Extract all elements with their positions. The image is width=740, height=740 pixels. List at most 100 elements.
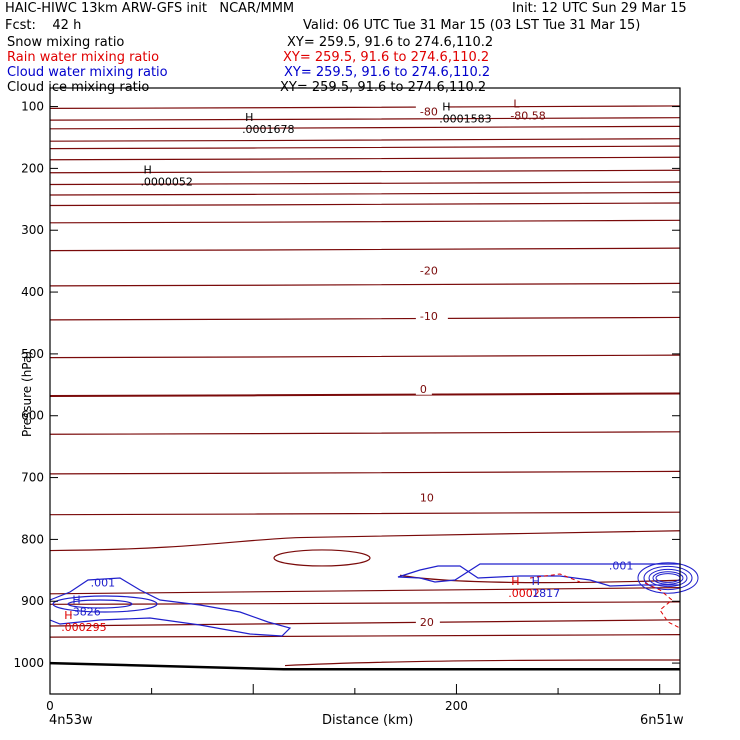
valid-time: Valid: 06 UTC Tue 31 Mar 15 (03 LST Tue … — [303, 18, 641, 33]
extremum-value: .0001678 — [242, 123, 295, 136]
isotherm-label-bg — [415, 263, 448, 277]
extremum-value: .0002 — [508, 587, 539, 600]
extremum-value: .3826 — [69, 605, 101, 618]
isotherm-layer — [49, 105, 681, 667]
isotherm-label-bg — [415, 381, 432, 395]
cloud-water-contour — [67, 599, 133, 609]
init-time: Init: 12 UTC Sun 29 Mar 15 — [512, 1, 687, 16]
isotherm-line — [49, 156, 681, 161]
isotherm-line — [49, 117, 681, 121]
isotherm-line — [49, 511, 681, 516]
cloud-water-contour — [52, 595, 158, 613]
cloud-water-contour — [648, 568, 688, 588]
extremum-marker: H — [442, 101, 450, 114]
legend-cloudwater-name: Cloud water mixing ratio — [7, 65, 168, 80]
isotherm-line — [49, 470, 681, 475]
y-tick-label: 800 — [21, 532, 44, 546]
extremum-value: -80.58 — [510, 109, 545, 122]
y-tick-label: 500 — [21, 347, 44, 361]
legend-cloudwater-xy: XY= 259.5, 91.6 to 274.6,110.2 — [284, 65, 491, 80]
y-tick-label: 100 — [21, 100, 44, 114]
extremum-value: .0001583 — [439, 113, 492, 126]
rain-water-contour — [529, 573, 581, 583]
legend-rain-xy: XY= 259.5, 91.6 to 274.6,110.2 — [283, 50, 490, 65]
cloud-water-contour — [637, 562, 699, 594]
isotherm-line — [49, 138, 681, 142]
isotherm-line — [49, 181, 681, 186]
isotherm-label: 0 — [420, 383, 427, 396]
extremum-value: .0000052 — [140, 176, 193, 189]
extremum-value: .000295 — [61, 621, 107, 634]
isotherm-line — [49, 634, 681, 638]
extremum-value: .1817 — [529, 587, 561, 600]
isotherm-line — [284, 659, 681, 667]
isotherm-line — [49, 125, 681, 130]
isotherm-label: 10 — [420, 492, 434, 505]
extremum-marker: H — [532, 575, 540, 588]
figure-title: HAIC-HIWC 13km ARW-GFS init NCAR/MMM — [5, 1, 295, 16]
extremum-marker: H — [511, 575, 519, 588]
isotherm-line — [49, 191, 681, 196]
plot-border — [49, 87, 681, 695]
label-layer: -80-20-1001020H.0001678H.0000052H.000158… — [61, 97, 633, 633]
y-tick-label: 300 — [21, 223, 44, 237]
isotherm-line — [49, 169, 681, 174]
isotherm-label-bg — [415, 308, 448, 322]
x-tick-label: 200 — [445, 699, 468, 713]
y-tick-label: 900 — [21, 594, 44, 608]
y-tick-label: 700 — [21, 471, 44, 485]
isotherm-label: -20 — [420, 265, 438, 278]
isotherm-line — [49, 105, 681, 110]
cloud-water-contour — [49, 577, 292, 637]
y-axis-label: Pressure (hPa) — [20, 350, 34, 438]
isotherm-label: -10 — [420, 310, 438, 323]
cloud-water-contour — [397, 563, 681, 587]
y-tick-label: 1000 — [13, 656, 44, 670]
legend-snow-name: Snow mixing ratio — [7, 35, 125, 50]
cloud-water-label: .001 — [609, 559, 634, 572]
isotherm-line — [49, 392, 681, 397]
isotherm-line — [49, 219, 681, 224]
isotherm-label-bg — [415, 614, 440, 628]
extremum-marker: L — [513, 97, 520, 110]
isotherm-line — [49, 316, 681, 321]
rain-water-layer — [529, 573, 681, 629]
extremum-marker: H — [72, 593, 80, 606]
isotherm-line — [49, 202, 681, 207]
isotherm-line — [49, 354, 681, 359]
extremum-marker: H — [143, 164, 151, 177]
y-tick-label: 400 — [21, 285, 44, 299]
y-tick-label: 200 — [21, 161, 44, 175]
extremum-marker: H — [245, 111, 253, 124]
isotherm-line — [49, 145, 681, 150]
isotherm-line — [49, 601, 681, 605]
isotherm-closed-contour — [273, 549, 371, 567]
legend-snow-xy: XY= 259.5, 91.6 to 274.6,110.2 — [287, 35, 494, 50]
cloud-water-contour — [652, 571, 684, 585]
isotherm-label: 20 — [420, 616, 434, 629]
y-tick-label: 600 — [21, 409, 44, 423]
cloud-water-contour — [643, 565, 693, 591]
isotherm-line — [49, 431, 681, 435]
x-tick-label: 0 — [46, 699, 54, 713]
isotherm-label-bg — [415, 104, 448, 118]
isotherm-line — [49, 247, 681, 252]
cloud-water-label: .001 — [91, 577, 116, 590]
isotherm-label-bg — [415, 490, 440, 504]
isotherm-label: -80 — [420, 106, 438, 119]
cloud-water-layer — [49, 562, 699, 637]
isotherm-line — [49, 282, 681, 287]
isotherm-line — [49, 619, 681, 627]
rain-water-contour — [644, 582, 681, 629]
extremum-marker: H — [64, 609, 72, 622]
surface-pressure-line — [49, 661, 680, 671]
legend-rain-name: Rain water mixing ratio — [7, 50, 160, 65]
x-end-location: 6n51w — [640, 713, 684, 728]
x-axis-label: Distance (km) — [322, 713, 414, 728]
isotherm-line — [49, 530, 681, 552]
x-start-location: 4n53w — [49, 713, 93, 728]
forecast-hour: Fcst: 42 h — [5, 18, 82, 33]
